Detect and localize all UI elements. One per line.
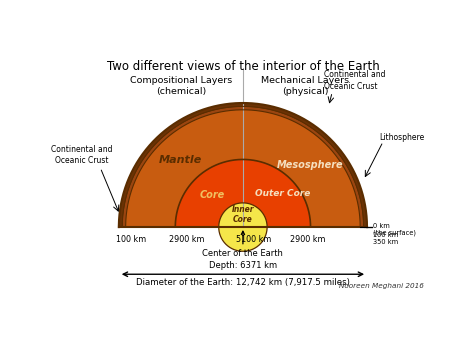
Polygon shape	[175, 160, 310, 227]
Text: Continental and
Oceanic Crust: Continental and Oceanic Crust	[51, 145, 112, 165]
Text: Mechanical Layers
(physical): Mechanical Layers (physical)	[261, 76, 349, 96]
Text: 0 km
(the surface): 0 km (the surface)	[373, 223, 416, 236]
Text: Center of the Earth
Depth: 6371 km: Center of the Earth Depth: 6371 km	[202, 231, 283, 269]
Polygon shape	[119, 103, 367, 227]
Text: Outer Core: Outer Core	[255, 189, 310, 198]
Text: 2900 km: 2900 km	[290, 235, 325, 244]
Polygon shape	[175, 160, 310, 227]
Text: Core: Core	[199, 190, 225, 200]
Polygon shape	[119, 103, 367, 227]
Text: 100 km: 100 km	[373, 232, 398, 238]
Text: 100 km: 100 km	[116, 235, 146, 244]
Text: Inner
Core: Inner Core	[232, 205, 254, 224]
Text: Diameter of the Earth: 12,742 km (7,917.5 miles): Diameter of the Earth: 12,742 km (7,917.…	[136, 278, 350, 287]
Text: Mesosphere: Mesosphere	[277, 160, 343, 170]
Polygon shape	[119, 103, 367, 227]
Text: 5100 km: 5100 km	[237, 235, 272, 244]
Text: 350 km: 350 km	[373, 239, 398, 246]
Polygon shape	[219, 203, 267, 251]
Polygon shape	[119, 103, 367, 227]
Text: Two different views of the interior of the Earth: Two different views of the interior of t…	[107, 60, 379, 73]
Text: Nooreen Meghani 2016: Nooreen Meghani 2016	[339, 283, 424, 289]
Text: Mantle: Mantle	[159, 155, 202, 165]
Text: 2900 km: 2900 km	[169, 235, 205, 244]
Text: Lithosphere: Lithosphere	[380, 133, 425, 142]
Text: Continental and
Oceanic Crust: Continental and Oceanic Crust	[324, 71, 385, 90]
Text: Compositional Layers
(chemical): Compositional Layers (chemical)	[130, 76, 232, 96]
Polygon shape	[119, 103, 367, 227]
